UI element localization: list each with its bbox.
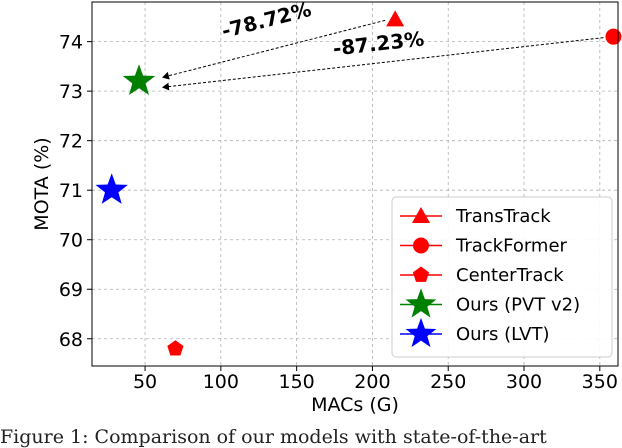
- legend-label: TransTrack: [455, 206, 551, 227]
- annotation-arrow: [161, 37, 604, 91]
- legend-label: TrackFormer: [455, 236, 568, 257]
- x-tick-label: 50: [133, 371, 157, 393]
- legend-marker: [405, 288, 437, 318]
- annotation-arrow: [162, 19, 386, 80]
- legend-label: Ours (LVT): [456, 324, 549, 345]
- figure-caption: Figure 1: Comparison of our models with …: [0, 426, 547, 448]
- y-tick-label: 72: [59, 131, 83, 153]
- data-point: [386, 10, 405, 27]
- x-tick-label: 350: [582, 371, 618, 393]
- y-tick-label: 69: [59, 279, 83, 301]
- y-tick-label: 74: [59, 32, 83, 54]
- legend-box: [391, 196, 613, 358]
- annotation-label: -87.23%: [332, 26, 426, 60]
- x-axis-label: MACs (G): [311, 394, 399, 416]
- x-tick-label: 300: [506, 371, 542, 393]
- y-tick-label: 70: [59, 230, 83, 252]
- legend: TransTrack TrackFormer CenterTrack Ours (PV…: [391, 196, 613, 358]
- legend-marker: [412, 207, 430, 223]
- legend-marker: [405, 317, 437, 348]
- y-tick-label: 73: [59, 81, 83, 103]
- y-tick-label: 68: [59, 329, 83, 351]
- x-tick-label: 150: [279, 371, 315, 393]
- legend-label: Ours (PVT v2): [456, 295, 580, 316]
- data-point: [605, 28, 622, 45]
- data-point: [122, 64, 156, 95]
- annotation-label: -78.72%: [219, 0, 314, 43]
- legend-marker: [412, 266, 430, 282]
- legend-label: CenterTrack: [456, 265, 564, 286]
- data-point: [167, 340, 184, 356]
- y-tick-label: 71: [59, 180, 83, 202]
- y-axis-label: MOTA (%): [31, 137, 53, 230]
- x-tick-label: 200: [354, 371, 390, 393]
- x-tick-label: 100: [203, 371, 239, 393]
- data-point: [95, 173, 128, 204]
- x-tick-label: 250: [430, 371, 466, 393]
- legend-marker: [413, 237, 429, 254]
- annotations: -78.72% -87.23%: [161, 0, 604, 91]
- plot-frame: [91, 1, 619, 367]
- ticks: 50 100 150 200 250 300 350 68 69 70 71 72 73 74: [59, 32, 618, 393]
- mota-macs-chart: 50 100 150 200 250 300 350 68 69 70 71 72 73 74 -78.7…: [31, 0, 622, 416]
- data-points: [95, 10, 622, 356]
